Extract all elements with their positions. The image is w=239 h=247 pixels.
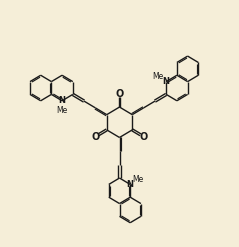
- Text: Me: Me: [56, 106, 68, 115]
- Text: Me: Me: [152, 72, 164, 81]
- Text: O: O: [115, 89, 124, 99]
- Text: Me: Me: [133, 175, 144, 184]
- Text: N: N: [127, 180, 134, 189]
- Text: O: O: [139, 131, 147, 142]
- Text: N: N: [59, 96, 65, 105]
- Text: N: N: [163, 77, 170, 86]
- Text: O: O: [92, 131, 100, 142]
